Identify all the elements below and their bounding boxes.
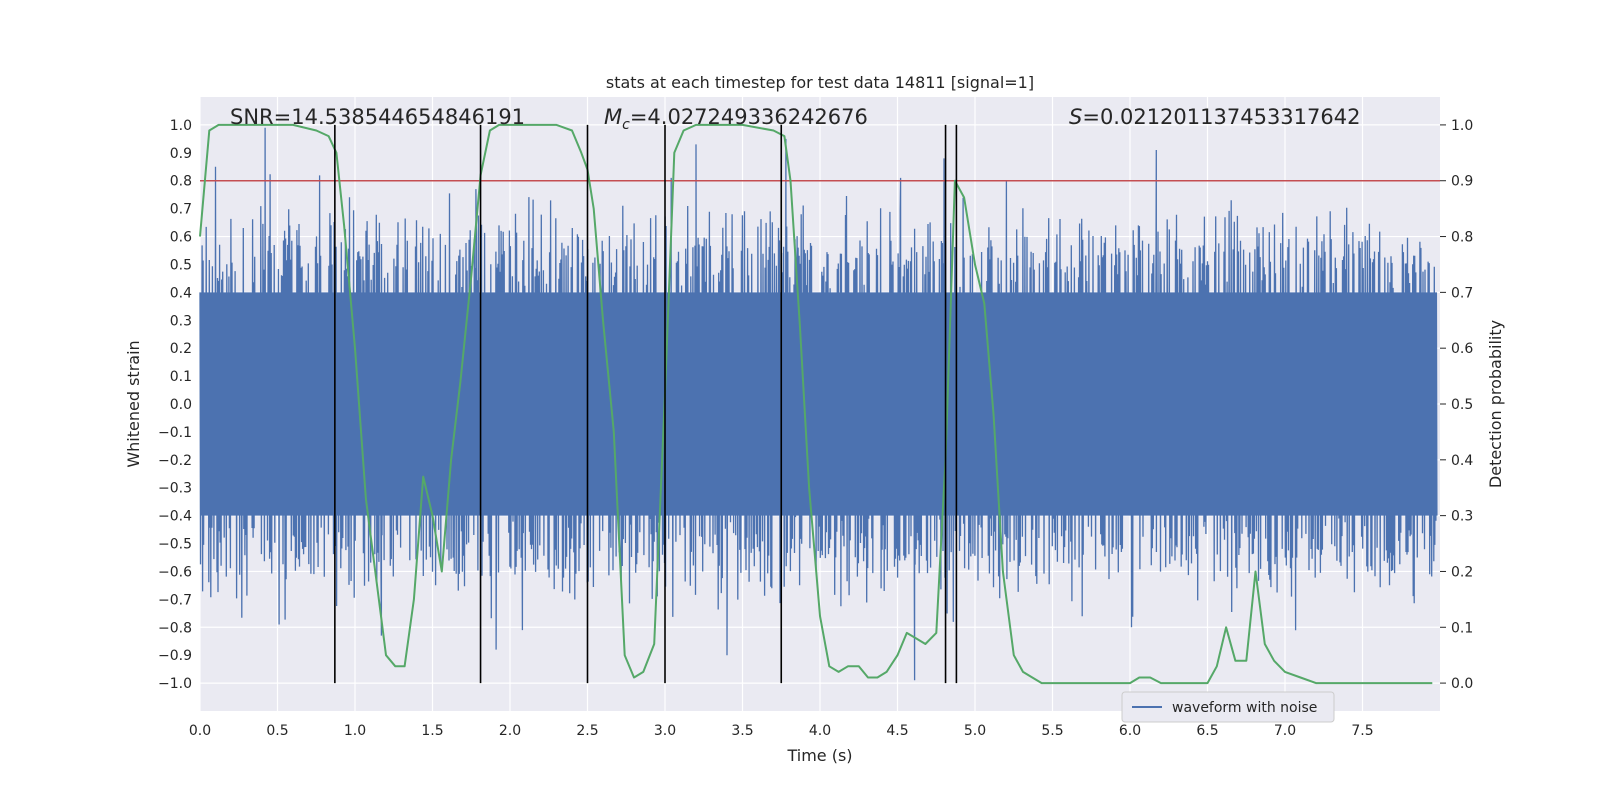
y-tick-label: 0.3	[170, 313, 192, 329]
y-tick-label: 1.0	[170, 118, 192, 134]
y-tick-label: −0.3	[158, 481, 192, 497]
left-y-ticks: 1.0 0.9 0.8 0.7 0.6 0.5 0.4 0.3 0.2 0.1 0.0 −0.1 −0.…	[158, 118, 192, 692]
y-tick-label: 0.1	[170, 369, 192, 385]
x-axis-label: Time (s)	[786, 746, 852, 765]
y2-tick-label: 0.8	[1451, 230, 1473, 246]
x-tick-label: 5.5	[1041, 723, 1063, 739]
y-tick-label: 0.4	[170, 285, 192, 301]
x-tick-label: 1.0	[344, 723, 366, 739]
s-value: =0.021201137453317642	[1082, 105, 1360, 129]
probability-series	[199, 123, 1433, 685]
mc-subscript: c	[622, 117, 630, 133]
y-tick-label: −0.8	[158, 620, 192, 636]
y-tick-label: 0.5	[170, 257, 192, 273]
y-tick-label: −0.7	[158, 592, 192, 608]
x-tick-label: 4.0	[809, 723, 831, 739]
chart-title: stats at each timestep for test data 148…	[606, 73, 1034, 92]
mc-value: =4.027249336242676	[630, 105, 868, 129]
legend-label: waveform with noise	[1172, 700, 1317, 716]
waveform-series	[199, 127, 1438, 681]
y-tick-label: −0.6	[158, 564, 192, 580]
x-tick-label: 5.0	[964, 723, 986, 739]
x-tick-label: 0.0	[189, 723, 211, 739]
y2-tick-label: 1.0	[1451, 118, 1473, 134]
y-tick-label: 0.6	[170, 230, 192, 246]
x-tick-label: 6.5	[1196, 723, 1218, 739]
s-annotation: S=0.021201137453317642	[1069, 105, 1360, 129]
y-tick-label: 0.0	[170, 397, 192, 413]
y2-tick-label: 0.4	[1451, 453, 1473, 469]
legend: waveform with noise	[1121, 691, 1335, 723]
y2-axis-label: Detection probability	[1486, 320, 1505, 488]
s-symbol: S	[1069, 105, 1082, 129]
y-tick-label: −1.0	[158, 676, 192, 692]
legend-box	[1121, 691, 1335, 723]
y-axis-label: Whitened strain	[124, 340, 143, 467]
x-tick-label: 6.0	[1119, 723, 1141, 739]
x-tick-label: 2.5	[576, 723, 598, 739]
right-y-ticks: 1.0 0.9 0.8 0.7 0.6 0.5 0.4 0.3 0.2 0.1 0.0	[1440, 118, 1473, 692]
y-tick-label: −0.4	[158, 509, 192, 525]
y2-tick-label: 0.2	[1451, 564, 1473, 580]
y-tick-label: −0.9	[158, 648, 192, 664]
y2-tick-label: 0.0	[1451, 676, 1473, 692]
x-tick-label: 1.5	[421, 723, 443, 739]
y2-tick-label: 0.5	[1451, 397, 1473, 413]
y-tick-label: −0.1	[158, 425, 192, 441]
y2-tick-label: 0.9	[1451, 174, 1473, 190]
x-tick-label: 7.5	[1351, 723, 1373, 739]
x-tick-label: 0.5	[266, 723, 288, 739]
y-tick-label: −0.5	[158, 537, 192, 553]
x-tick-label: 4.5	[886, 723, 908, 739]
x-tick-label: 2.0	[499, 723, 521, 739]
waveform-line	[199, 127, 1438, 681]
probability-line	[199, 123, 1433, 685]
y2-tick-label: 0.7	[1451, 285, 1473, 301]
chirp-mass-annotation: Mc=4.027249336242676	[604, 105, 868, 133]
y-tick-label: 0.9	[170, 146, 192, 162]
snr-annotation: SNR=14.538544654846191	[230, 105, 525, 129]
y2-tick-label: 0.6	[1451, 341, 1473, 357]
y-tick-label: 0.7	[170, 202, 192, 218]
y-tick-label: −0.2	[158, 453, 192, 469]
mc-symbol: M	[604, 105, 622, 129]
x-ticks: 0.0 0.5 1.0 1.5 2.0 2.5 3.0 3.5 4.0 4.5 5.0 5.5 6.0 6…	[189, 723, 1374, 739]
x-tick-label: 3.0	[654, 723, 676, 739]
x-tick-label: 3.5	[731, 723, 753, 739]
y2-tick-label: 0.1	[1451, 620, 1473, 636]
vertical-markers	[334, 124, 958, 684]
y-tick-label: 0.8	[170, 174, 192, 190]
y-tick-label: 0.2	[170, 341, 192, 357]
y2-tick-label: 0.3	[1451, 509, 1473, 525]
x-tick-label: 7.0	[1274, 723, 1296, 739]
